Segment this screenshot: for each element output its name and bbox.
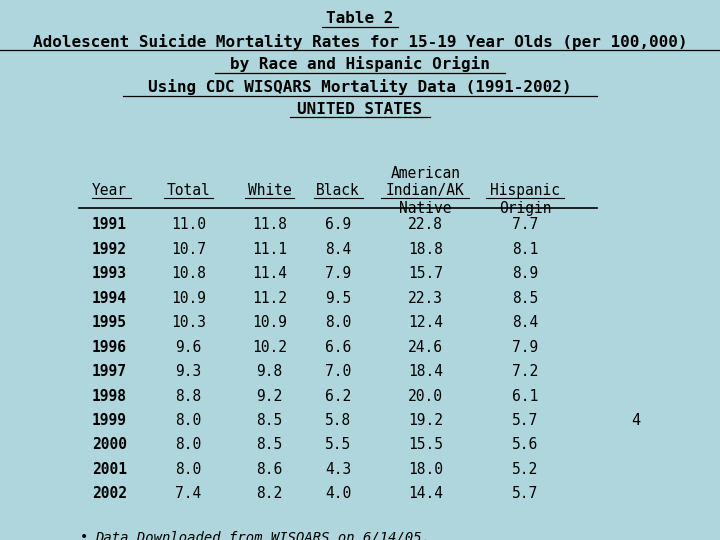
Text: 8.0: 8.0 <box>176 462 202 477</box>
Text: 4: 4 <box>631 413 641 428</box>
Text: 18.0: 18.0 <box>408 462 443 477</box>
Text: Total: Total <box>166 183 210 198</box>
Text: 2000: 2000 <box>92 437 127 453</box>
Text: 4.0: 4.0 <box>325 487 351 501</box>
Text: 8.4: 8.4 <box>512 315 539 330</box>
Text: 4.3: 4.3 <box>325 462 351 477</box>
Text: 6.2: 6.2 <box>325 389 351 403</box>
Text: Indian/AK: Indian/AK <box>386 183 465 198</box>
Text: Table 2: Table 2 <box>326 11 394 26</box>
Text: 8.5: 8.5 <box>256 437 283 453</box>
Text: 7.9: 7.9 <box>325 266 351 281</box>
Text: Using CDC WISQARS Mortality Data (1991-2002): Using CDC WISQARS Mortality Data (1991-2… <box>148 79 572 95</box>
Text: 11.2: 11.2 <box>252 291 287 306</box>
Text: 9.6: 9.6 <box>176 340 202 355</box>
Text: Adolescent Suicide Mortality Rates for 15-19 Year Olds (per 100,000): Adolescent Suicide Mortality Rates for 1… <box>32 33 688 50</box>
Text: Origin: Origin <box>499 201 552 217</box>
Text: 1998: 1998 <box>92 389 127 403</box>
Text: 2002: 2002 <box>92 487 127 501</box>
Text: Black: Black <box>316 183 360 198</box>
Text: by Race and Hispanic Origin: by Race and Hispanic Origin <box>230 56 490 72</box>
Text: 5.7: 5.7 <box>512 487 539 501</box>
Text: 7.9: 7.9 <box>512 340 539 355</box>
Text: 1991: 1991 <box>92 218 127 232</box>
Text: 9.3: 9.3 <box>176 364 202 379</box>
Text: Hispanic: Hispanic <box>490 183 560 198</box>
Text: 19.2: 19.2 <box>408 413 443 428</box>
Text: 7.2: 7.2 <box>512 364 539 379</box>
Text: 6.6: 6.6 <box>325 340 351 355</box>
Text: 20.0: 20.0 <box>408 389 443 403</box>
Text: 8.5: 8.5 <box>512 291 539 306</box>
Text: 5.6: 5.6 <box>512 437 539 453</box>
Text: 11.8: 11.8 <box>252 218 287 232</box>
Text: 7.4: 7.4 <box>176 487 202 501</box>
Text: 8.9: 8.9 <box>512 266 539 281</box>
Text: 8.4: 8.4 <box>325 242 351 257</box>
Text: 11.4: 11.4 <box>252 266 287 281</box>
Text: 10.7: 10.7 <box>171 242 206 257</box>
Text: 11.0: 11.0 <box>171 218 206 232</box>
Text: 6.9: 6.9 <box>325 218 351 232</box>
Text: Data Downloaded from WISQARS on 6/14/05.: Data Downloaded from WISQARS on 6/14/05. <box>95 530 430 540</box>
Text: 5.8: 5.8 <box>325 413 351 428</box>
Text: White: White <box>248 183 292 198</box>
Text: 10.9: 10.9 <box>171 291 206 306</box>
Text: 10.3: 10.3 <box>171 315 206 330</box>
Text: 15.7: 15.7 <box>408 266 443 281</box>
Text: •: • <box>79 530 88 540</box>
Text: 14.4: 14.4 <box>408 487 443 501</box>
Text: Native: Native <box>399 201 451 217</box>
Text: 12.4: 12.4 <box>408 315 443 330</box>
Text: 2001: 2001 <box>92 462 127 477</box>
Text: 15.5: 15.5 <box>408 437 443 453</box>
Text: 18.8: 18.8 <box>408 242 443 257</box>
Text: 22.3: 22.3 <box>408 291 443 306</box>
Text: 7.0: 7.0 <box>325 364 351 379</box>
Text: American: American <box>390 166 461 181</box>
Text: 10.9: 10.9 <box>252 315 287 330</box>
Text: 9.8: 9.8 <box>256 364 283 379</box>
Text: 22.8: 22.8 <box>408 218 443 232</box>
Text: 1992: 1992 <box>92 242 127 257</box>
Text: 1997: 1997 <box>92 364 127 379</box>
Text: 6.1: 6.1 <box>512 389 539 403</box>
Text: 8.0: 8.0 <box>176 413 202 428</box>
Text: 5.2: 5.2 <box>512 462 539 477</box>
Text: 7.7: 7.7 <box>512 218 539 232</box>
Text: 1994: 1994 <box>92 291 127 306</box>
Text: UNITED STATES: UNITED STATES <box>297 102 423 117</box>
Text: 1996: 1996 <box>92 340 127 355</box>
Text: 8.0: 8.0 <box>325 315 351 330</box>
Text: 11.1: 11.1 <box>252 242 287 257</box>
Text: 8.8: 8.8 <box>176 389 202 403</box>
Text: 9.2: 9.2 <box>256 389 283 403</box>
Text: Year: Year <box>92 183 127 198</box>
Text: 8.1: 8.1 <box>512 242 539 257</box>
Text: 8.6: 8.6 <box>256 462 283 477</box>
Text: 8.5: 8.5 <box>256 413 283 428</box>
Text: 1993: 1993 <box>92 266 127 281</box>
Text: 24.6: 24.6 <box>408 340 443 355</box>
Text: 8.2: 8.2 <box>256 487 283 501</box>
Text: 1999: 1999 <box>92 413 127 428</box>
Text: 1995: 1995 <box>92 315 127 330</box>
Text: 10.8: 10.8 <box>171 266 206 281</box>
Text: 9.5: 9.5 <box>325 291 351 306</box>
Text: 18.4: 18.4 <box>408 364 443 379</box>
Text: 5.7: 5.7 <box>512 413 539 428</box>
Text: 5.5: 5.5 <box>325 437 351 453</box>
Text: 10.2: 10.2 <box>252 340 287 355</box>
Text: 8.0: 8.0 <box>176 437 202 453</box>
